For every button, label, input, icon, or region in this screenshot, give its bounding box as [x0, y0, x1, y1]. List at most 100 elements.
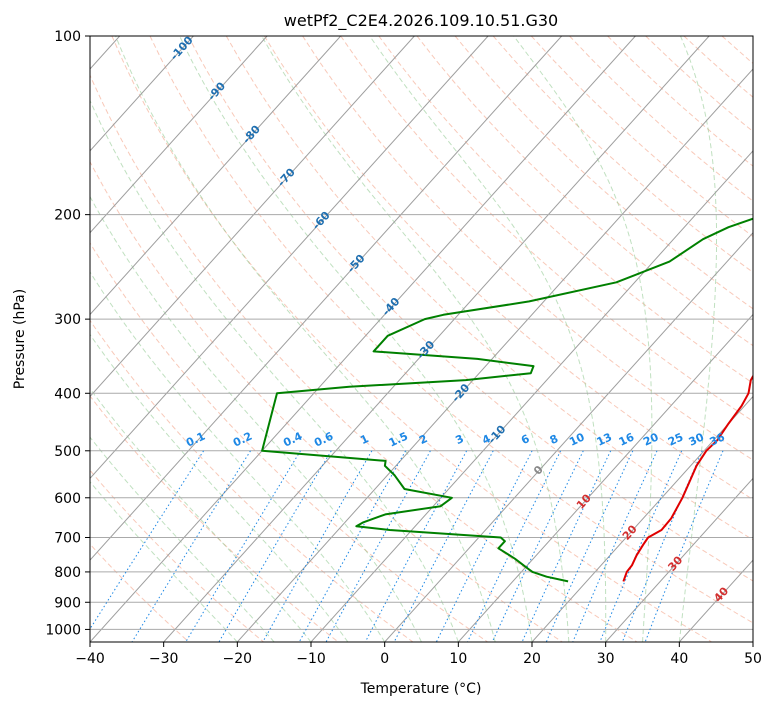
mixing-ratio-line — [521, 450, 612, 642]
plot-frame — [89, 35, 754, 643]
y-axis-label: Pressure (hPa) — [12, 289, 28, 389]
mixing-ratio-line — [325, 450, 431, 642]
isotherm — [310, 150, 753, 642]
mixing-ratio-label: 6 — [519, 432, 532, 447]
isotherm — [752, 641, 753, 642]
mixing-ratio-label: 2 — [417, 432, 429, 447]
y-tick-label: 1000 — [45, 622, 81, 638]
isotherm — [90, 36, 563, 561]
dry-adiabat — [90, 395, 339, 642]
isotherm — [90, 36, 415, 398]
mixing-ratio-label: 36 — [708, 430, 728, 448]
dry-adiabat — [340, 36, 753, 422]
moist-adiabat — [90, 333, 349, 642]
moist-adiabat — [90, 481, 238, 642]
mixing-ratio-label: 0.1 — [184, 430, 207, 450]
y-tick-label: 900 — [54, 595, 81, 611]
moist-adiabat — [179, 36, 533, 642]
dry-adiabat — [302, 36, 753, 461]
dry-adiabat — [90, 469, 264, 642]
y-tick-label: 300 — [54, 312, 81, 328]
mixing-ratio-label: 3 — [453, 432, 465, 447]
dry-adiabat — [721, 36, 753, 65]
isotherm — [678, 559, 753, 642]
moist-adiabat — [90, 387, 312, 642]
mixing-ratio-line — [491, 450, 584, 642]
x-axis-label: Temperature (°C) — [360, 681, 482, 697]
moist-adiabat — [90, 270, 386, 642]
dry-adiabat — [645, 36, 753, 133]
mixing-ratio-label: 0.6 — [312, 429, 335, 449]
mixing-ratio-label: 13 — [595, 431, 614, 449]
mixing-ratio-line — [364, 450, 468, 642]
x-tick-label: 30 — [597, 651, 615, 667]
mixing-ratio-label: 10 — [567, 430, 587, 448]
dry-adiabat — [225, 36, 753, 541]
moist-adiabat — [678, 36, 717, 642]
x-tick-label: −40 — [75, 651, 105, 667]
isotherm — [90, 36, 342, 316]
dewpoint-profile — [261, 217, 753, 583]
profile-lines — [261, 217, 753, 583]
mixing-ratio-line — [298, 450, 407, 642]
axes: −40 −30 −20 −10 0 10 20 30 40 5010020030040050060… — [45, 29, 762, 667]
mixing-ratio-label: 30 — [687, 430, 707, 448]
mixing-ratio-label: 25 — [666, 431, 685, 449]
y-tick-label: 700 — [54, 531, 81, 547]
x-tick-label: −10 — [296, 651, 326, 667]
dry-adiabat — [378, 36, 753, 384]
moist-adiabat — [90, 436, 275, 642]
dry-adiabat — [530, 36, 753, 238]
mixing-ratio-line — [131, 450, 251, 642]
mixing-ratio-line — [185, 450, 301, 642]
dry-adiabat — [492, 36, 753, 273]
dry-adiabat — [149, 36, 753, 624]
dry-adiabat — [607, 36, 753, 167]
mixing-ratio-label: 20 — [641, 430, 661, 448]
isotherm — [236, 68, 753, 642]
dry-adiabat — [90, 543, 190, 642]
x-tick-label: 0 — [380, 651, 389, 667]
x-tick-label: 50 — [744, 651, 762, 667]
isotherm — [531, 395, 753, 642]
dry-adiabat — [263, 36, 753, 501]
background-lines — [90, 36, 775, 642]
x-tick-label: 40 — [670, 651, 688, 667]
temperature-profile — [622, 374, 753, 582]
isotherm — [605, 477, 753, 642]
moist-adiabat — [115, 36, 496, 642]
mixing-ratio-label: 0.2 — [231, 430, 254, 450]
isotherm — [384, 232, 753, 642]
mixing-ratio-label: 1 — [358, 432, 370, 447]
isotherm — [90, 36, 268, 234]
moist-adiabat — [369, 36, 607, 642]
y-tick-label: 400 — [54, 386, 81, 402]
isotherm — [90, 36, 489, 480]
chart-title: wetPf2_C2E4.2026.109.10.51.G30 — [284, 11, 558, 31]
isotherm — [90, 36, 636, 642]
mixing-ratio-line — [262, 450, 373, 642]
mixing-ratio-label: 0.4 — [281, 429, 304, 449]
moist-adiabat — [90, 99, 459, 642]
moist-adiabat — [90, 195, 422, 642]
mixing-ratio-label: 1.5 — [387, 430, 410, 450]
dry-adiabat — [90, 242, 488, 642]
mixing-ratio-line — [467, 450, 562, 642]
dry-adiabat — [111, 36, 712, 642]
isotherm — [90, 36, 194, 152]
isotherm — [163, 36, 710, 642]
mixing-ratio-line — [545, 450, 634, 642]
dry-adiabat — [416, 36, 753, 347]
dry-adiabat — [90, 73, 638, 642]
mixing-ratio-line — [435, 450, 533, 642]
dry-adiabat — [90, 319, 414, 642]
x-tick-label: 20 — [523, 651, 541, 667]
dry-adiabat — [760, 36, 775, 642]
dry-adiabat — [683, 36, 753, 98]
y-tick-label: 800 — [54, 565, 81, 581]
x-tick-label: −20 — [223, 651, 253, 667]
mixing-ratio-label: 16 — [617, 430, 637, 448]
y-tick-label: 500 — [54, 444, 81, 460]
mixing-ratio-label: 8 — [548, 432, 560, 447]
